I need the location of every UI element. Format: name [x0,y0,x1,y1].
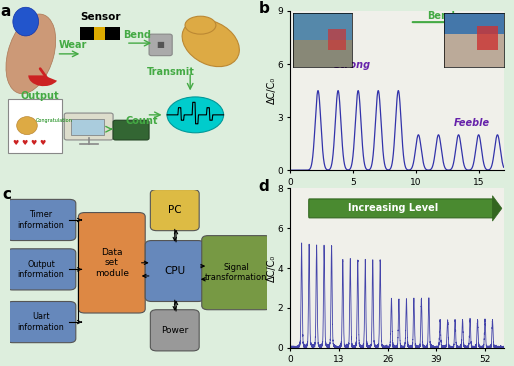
Ellipse shape [167,97,224,133]
Bar [80,27,94,40]
Y-axis label: ΔC/C₀: ΔC/C₀ [267,254,277,282]
Y-axis label: ΔC/C₀: ΔC/C₀ [267,77,277,104]
Ellipse shape [185,16,216,34]
Text: Timer
information: Timer information [18,210,64,230]
Ellipse shape [182,20,240,67]
FancyBboxPatch shape [202,236,271,310]
Ellipse shape [17,117,38,135]
Bar [94,27,105,40]
FancyBboxPatch shape [70,119,104,135]
FancyBboxPatch shape [64,113,113,140]
Text: Increasing Level: Increasing Level [348,203,438,213]
Text: Signal
transformation: Signal transformation [205,263,268,283]
FancyBboxPatch shape [6,249,76,290]
Text: Bend: Bend [123,30,151,40]
Text: ■: ■ [157,40,164,49]
Text: b: b [259,1,269,16]
Text: Strong: Strong [334,60,372,70]
Text: Bend: Bend [427,11,455,21]
Ellipse shape [6,14,56,94]
Bar [105,27,119,40]
FancyBboxPatch shape [113,120,149,140]
Text: Congratulation: Congratulation [36,118,72,123]
FancyArrowPatch shape [40,69,50,82]
Polygon shape [492,196,502,221]
FancyBboxPatch shape [6,302,76,343]
FancyBboxPatch shape [151,190,199,231]
FancyBboxPatch shape [145,240,205,302]
Text: Sensor: Sensor [80,12,120,22]
Text: Feeble: Feeble [453,118,490,128]
Text: Transmit: Transmit [146,67,194,77]
Text: Output: Output [21,91,59,101]
Text: CPU: CPU [164,266,186,276]
Text: c: c [3,187,12,202]
Text: Wear: Wear [59,41,87,51]
FancyBboxPatch shape [151,310,199,351]
Text: ♥: ♥ [21,140,28,146]
Text: Data
set
module: Data set module [95,248,129,278]
FancyBboxPatch shape [8,99,62,153]
Text: Uart
information: Uart information [18,312,64,332]
FancyBboxPatch shape [79,213,145,313]
Text: ♥: ♥ [39,140,46,146]
Text: Count: Count [126,116,158,126]
Text: a: a [0,4,10,19]
Text: ♥: ♥ [12,140,19,146]
Text: Power: Power [161,326,189,335]
Text: ♥: ♥ [30,140,36,146]
Wedge shape [28,75,57,86]
FancyBboxPatch shape [149,34,172,56]
FancyBboxPatch shape [6,199,76,240]
FancyBboxPatch shape [309,199,493,218]
X-axis label: Time (s): Time (s) [377,193,417,202]
Text: PC: PC [168,205,181,215]
Text: d: d [259,179,269,194]
Ellipse shape [13,7,39,36]
Text: Output
information: Output information [18,259,64,279]
